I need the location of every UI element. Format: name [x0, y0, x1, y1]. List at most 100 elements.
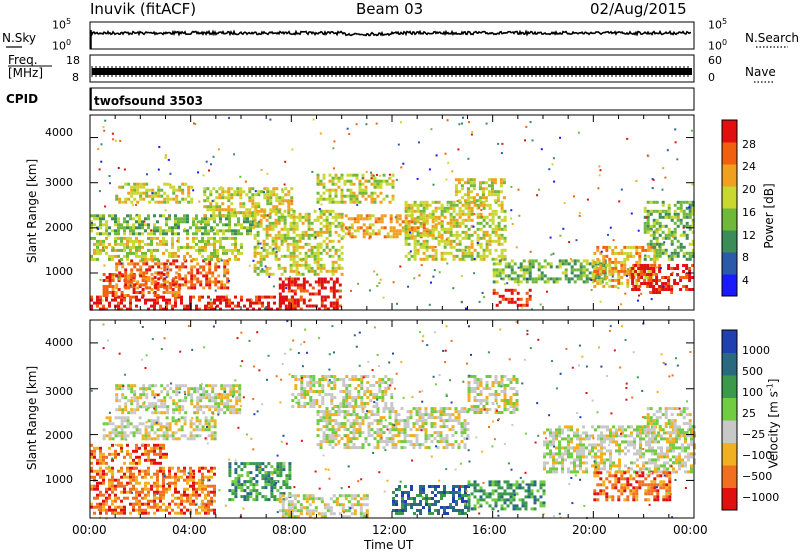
echo-cell [481, 187, 485, 191]
echo-cell [189, 496, 192, 500]
echo-speckle [651, 178, 654, 180]
echo-cell [691, 276, 695, 279]
echo-cell [425, 257, 429, 261]
echo-cell [503, 248, 507, 252]
echo-cell [328, 437, 332, 441]
echo-cell [254, 193, 258, 197]
echo-cell [389, 217, 393, 221]
echo-cell [153, 291, 157, 294]
echo-cell [108, 434, 112, 438]
echo-cell [215, 196, 219, 200]
echo-cell [691, 212, 695, 216]
echo-cell [488, 218, 492, 222]
echo-cell [108, 416, 112, 420]
echo-speckle [530, 308, 533, 311]
echo-cell [165, 223, 168, 227]
echo-cell [510, 300, 514, 304]
echo-cell [570, 265, 574, 269]
echo-cell [340, 212, 344, 216]
echo-cell [123, 242, 126, 246]
echo-cell [139, 393, 143, 397]
echo-cell [290, 506, 294, 510]
echo-cell [90, 484, 93, 488]
echo-cell [676, 267, 680, 270]
echo-cell [174, 422, 178, 426]
echo-cell [129, 301, 132, 305]
echo-cell [105, 223, 108, 227]
echo-cell [404, 224, 408, 228]
echo-speckle [662, 285, 665, 288]
echo-cell [513, 300, 517, 304]
echo-cell [189, 499, 192, 503]
echo-cell [277, 266, 281, 270]
echo-cell [162, 307, 165, 311]
echo-cell [198, 505, 201, 509]
echo-cell [410, 226, 414, 230]
echo-cell [186, 304, 189, 308]
echo-cell [482, 257, 486, 261]
echo-cell [237, 465, 241, 469]
echo-cell [213, 472, 216, 476]
echo-cell [117, 416, 121, 420]
echo-cell [139, 197, 143, 201]
echo-cell [380, 214, 384, 218]
echo-cell [332, 301, 336, 305]
echo-cell [295, 254, 299, 258]
echo-cell [319, 446, 323, 450]
echo-cell [287, 509, 291, 513]
echo-cell [664, 215, 668, 219]
echo-cell [226, 259, 230, 263]
echo-cell [278, 307, 282, 311]
echo-cell [353, 509, 357, 513]
echo-cell [141, 508, 144, 512]
echo-cell [362, 217, 366, 221]
echo-cell [252, 301, 255, 305]
echo-cell [108, 422, 112, 426]
echo-cell [320, 277, 324, 281]
echo-cell [133, 274, 137, 278]
echo-cell [253, 245, 257, 249]
echo-cell [225, 304, 228, 308]
echo-cell [212, 208, 216, 212]
echo-cell [449, 221, 453, 225]
echo-cell [120, 301, 123, 305]
echo-cell [646, 209, 650, 213]
echo-cell [525, 268, 529, 272]
echo-cell [570, 277, 574, 281]
echo-cell [270, 307, 273, 311]
echo-speckle [394, 216, 397, 219]
echo-cell [305, 280, 309, 284]
echo-cell [195, 223, 198, 227]
echo-cell [495, 291, 499, 295]
echo-cell [181, 262, 185, 266]
echo-cell [319, 443, 323, 447]
echo-cell [192, 502, 195, 506]
echo-cell [286, 227, 290, 231]
echo-cell [676, 239, 680, 243]
echo-cell [341, 506, 345, 510]
echo-cell [316, 176, 320, 180]
echo-cell [102, 461, 105, 465]
echo-cell [168, 481, 171, 485]
echo-cell [105, 499, 108, 503]
echo-cell [226, 402, 230, 406]
echo-cell [685, 233, 689, 237]
echo-cell [124, 271, 128, 275]
echo-cell [127, 411, 131, 415]
echo-cell [243, 480, 247, 484]
echo-cell [652, 291, 656, 294]
echo-cell [503, 254, 507, 258]
echo-speckle [562, 227, 565, 230]
echo-cell [284, 298, 288, 302]
echo-cell [129, 295, 132, 299]
echo-cell [99, 490, 102, 494]
echo-cell [304, 263, 308, 267]
echo-cell [655, 251, 659, 255]
echo-cell [419, 212, 423, 216]
echo-cell [340, 422, 344, 426]
echo-speckle [135, 204, 137, 206]
echo-cell [163, 283, 167, 287]
echo-cell [275, 196, 279, 200]
echo-cell [206, 208, 210, 212]
echo-cell [269, 199, 273, 203]
